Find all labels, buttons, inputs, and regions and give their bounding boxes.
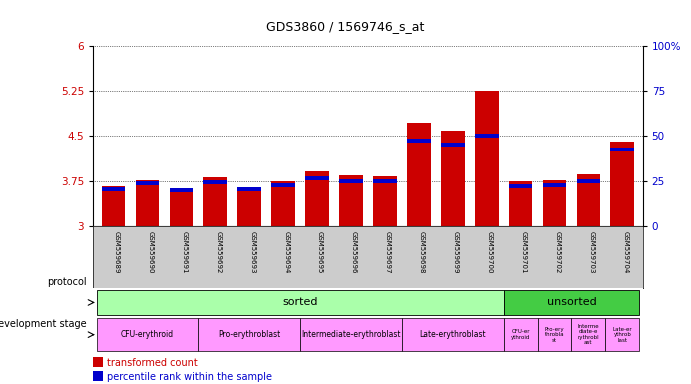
Text: Late-er
ythrob
last: Late-er ythrob last	[612, 327, 632, 343]
Bar	[542, 183, 567, 187]
Bar	[169, 189, 193, 192]
Text: Interme
diate-e
rythrobl
ast: Interme diate-e rythrobl ast	[578, 324, 599, 345]
Text: CFU-erythroid: CFU-erythroid	[121, 330, 174, 339]
Bar	[305, 176, 329, 180]
Bar	[504, 290, 639, 315]
Bar	[576, 174, 600, 227]
Text: GSM559698: GSM559698	[419, 232, 425, 274]
Bar	[272, 181, 295, 227]
Bar	[571, 318, 605, 351]
Text: GSM559693: GSM559693	[249, 232, 255, 274]
Text: sorted: sorted	[283, 298, 318, 308]
Bar	[475, 134, 498, 138]
Bar	[203, 180, 227, 184]
Text: Pro-erythroblast: Pro-erythroblast	[218, 330, 281, 339]
Text: GSM559701: GSM559701	[520, 232, 527, 274]
Text: GSM559694: GSM559694	[283, 232, 289, 274]
Text: GSM559697: GSM559697	[385, 232, 391, 274]
Bar	[272, 183, 295, 187]
Text: GSM559690: GSM559690	[148, 232, 153, 274]
Text: transformed count: transformed count	[107, 358, 198, 367]
Bar	[339, 175, 363, 227]
Text: GSM559689: GSM559689	[113, 232, 120, 274]
Text: GSM559695: GSM559695	[317, 232, 323, 274]
Text: Late-erythroblast: Late-erythroblast	[419, 330, 486, 339]
Text: GSM559692: GSM559692	[216, 232, 221, 274]
Bar	[610, 147, 634, 151]
Text: unsorted: unsorted	[547, 298, 596, 308]
Bar	[610, 142, 634, 227]
Bar	[407, 123, 430, 227]
Text: GSM559699: GSM559699	[453, 232, 459, 274]
Bar	[339, 179, 363, 183]
Bar	[509, 181, 533, 227]
Bar	[441, 143, 464, 147]
Text: GSM559691: GSM559691	[182, 232, 187, 274]
Text: GSM559700: GSM559700	[486, 232, 493, 274]
Text: GSM559696: GSM559696	[351, 232, 357, 274]
Text: CFU-er
ythroid: CFU-er ythroid	[511, 329, 530, 340]
Bar	[238, 187, 261, 227]
Text: Pro-ery
throbla
st: Pro-ery throbla st	[545, 327, 565, 343]
Bar	[97, 290, 504, 315]
Bar	[305, 170, 329, 227]
Bar	[441, 131, 464, 227]
Bar	[407, 139, 430, 143]
Text: GSM559703: GSM559703	[588, 232, 594, 274]
Text: Intermediate-erythroblast: Intermediate-erythroblast	[301, 330, 401, 339]
Text: percentile rank within the sample: percentile rank within the sample	[107, 371, 272, 382]
Bar	[97, 318, 198, 351]
Bar	[169, 189, 193, 227]
Bar	[542, 180, 567, 227]
Bar	[538, 318, 571, 351]
Bar	[300, 318, 402, 351]
Bar	[198, 318, 300, 351]
Bar	[102, 187, 126, 191]
Text: GSM559702: GSM559702	[554, 232, 560, 274]
Bar	[93, 358, 103, 367]
Bar	[605, 318, 639, 351]
Bar	[238, 187, 261, 191]
Text: GSM559704: GSM559704	[623, 232, 628, 274]
Text: development stage: development stage	[0, 319, 86, 329]
Bar	[135, 181, 160, 185]
Bar	[373, 176, 397, 227]
Text: protocol: protocol	[47, 277, 86, 287]
Bar	[93, 371, 103, 381]
Bar	[402, 318, 504, 351]
Bar	[504, 318, 538, 351]
Bar	[373, 179, 397, 183]
Bar	[475, 91, 498, 227]
Bar	[135, 180, 160, 227]
Bar	[203, 177, 227, 227]
Bar	[102, 186, 126, 227]
Bar	[576, 179, 600, 183]
Bar	[509, 184, 533, 187]
Text: GDS3860 / 1569746_s_at: GDS3860 / 1569746_s_at	[266, 20, 425, 33]
